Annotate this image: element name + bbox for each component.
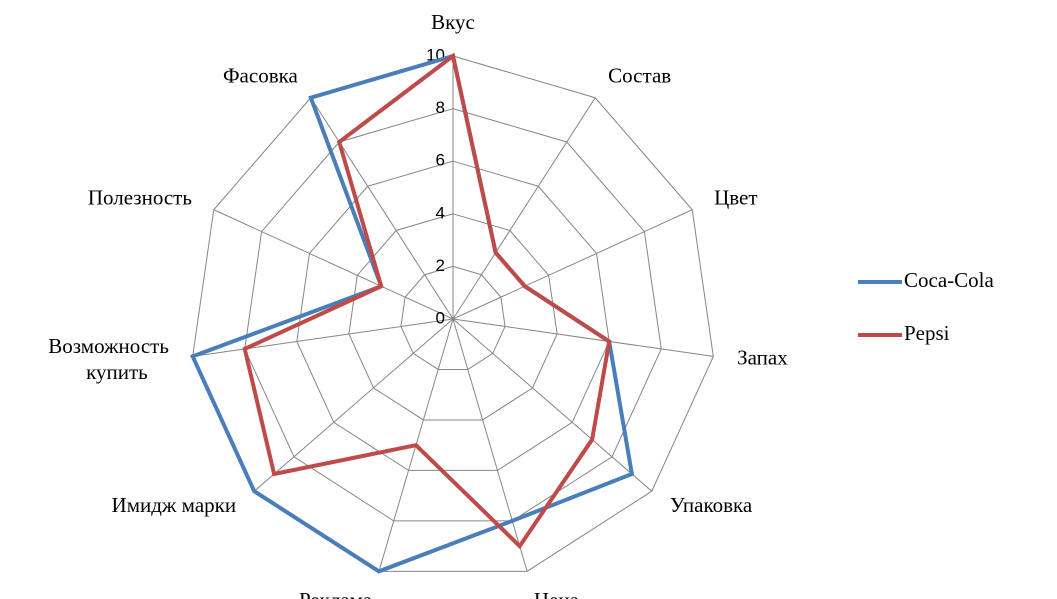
grid-line [192, 55, 714, 572]
category-label: Вкус [431, 10, 475, 34]
spoke [310, 97, 454, 320]
grid-line [348, 213, 558, 421]
spoke [452, 97, 596, 320]
y-tick-label: 6 [436, 151, 445, 170]
category-label: Фасовка [223, 63, 299, 87]
category-label: Цвет [714, 186, 757, 210]
category-label: Состав [608, 63, 671, 87]
series-line [242, 52, 612, 550]
y-tick-label: 8 [436, 98, 445, 117]
spoke [452, 318, 653, 492]
category-label: Запах [737, 346, 788, 370]
category-label: Цена [534, 588, 580, 599]
category-label: Реклама [299, 588, 373, 599]
grid-line [400, 265, 506, 370]
spoke [253, 318, 454, 492]
grid-line [296, 160, 610, 471]
category-label: Имидж марки [112, 493, 237, 517]
spoke [452, 209, 693, 320]
y-tick-label: 4 [436, 203, 445, 222]
grid-line [244, 108, 662, 522]
spoke [192, 318, 454, 357]
y-tick-label: 2 [436, 256, 445, 275]
spoke [452, 318, 714, 357]
spoke [213, 209, 454, 320]
category-label: Полезность [88, 186, 192, 210]
category-label: Упаковка [670, 493, 753, 517]
legend-label: Coca-Cola [904, 268, 994, 292]
category-label: Возможность купить [48, 334, 169, 384]
y-tick-label: 0 [436, 308, 445, 327]
spoke [452, 318, 528, 572]
legend-label: Pepsi [904, 321, 950, 345]
